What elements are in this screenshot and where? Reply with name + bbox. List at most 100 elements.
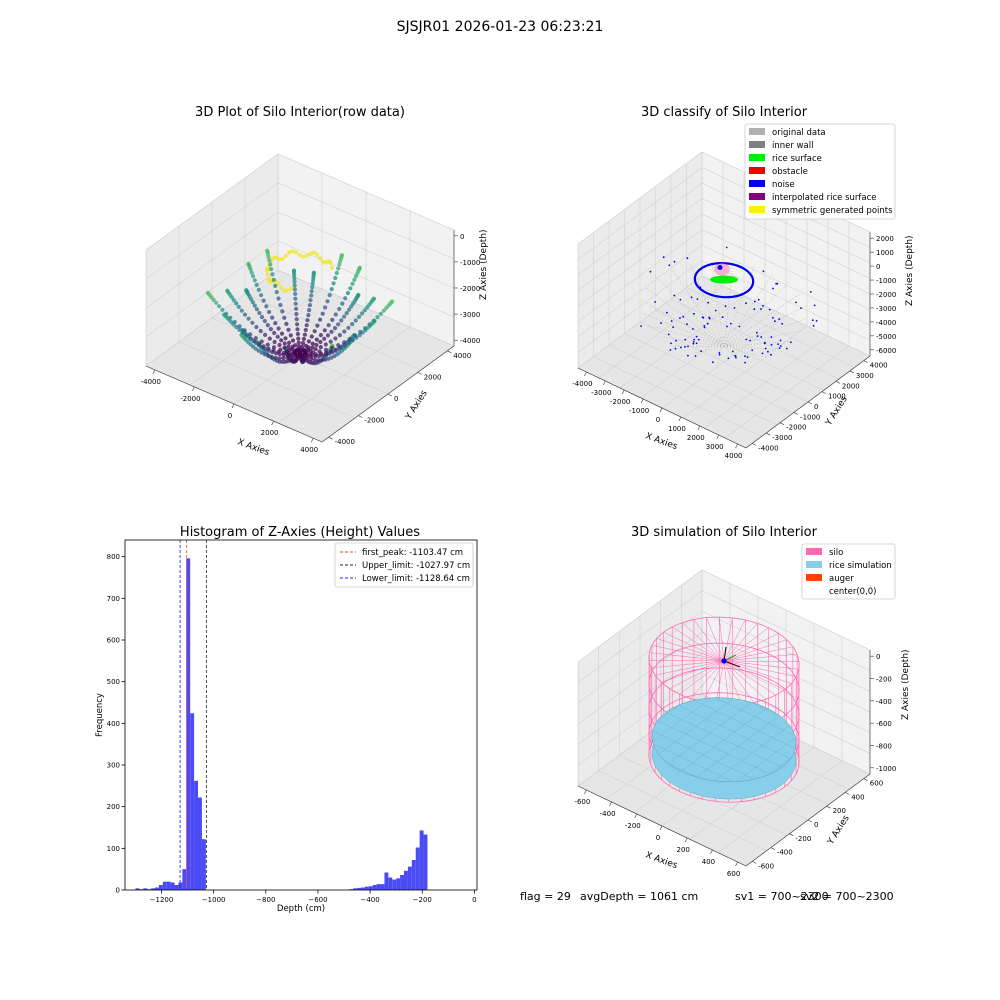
raw-point <box>371 318 376 323</box>
y-tick-label: -400 <box>777 849 793 857</box>
raw-point <box>250 320 255 325</box>
raw-point <box>336 266 341 271</box>
noise-point <box>721 316 724 319</box>
noise-point <box>781 322 784 325</box>
histogram-bar <box>186 558 191 890</box>
raw-point <box>234 301 239 306</box>
silo-roof-wire <box>661 660 725 683</box>
histogram-frame <box>124 539 478 891</box>
z-tick-label: -2000 <box>876 291 896 299</box>
raw-point <box>273 355 278 360</box>
x-tick <box>609 801 612 807</box>
noise-point <box>672 326 674 329</box>
silo-roof-wire <box>723 660 797 677</box>
raw-point <box>333 275 338 281</box>
y-tick-label: -4000 <box>335 438 355 446</box>
x-tick-label: 200 <box>677 846 690 854</box>
noise-point <box>785 347 788 350</box>
rice-mesh-line <box>665 711 783 768</box>
noise-point <box>701 316 704 318</box>
raw-point <box>328 261 333 266</box>
silo-roof-wire <box>723 646 793 662</box>
raw-point <box>353 333 358 338</box>
panel2-xlabel: X Axies <box>644 431 679 452</box>
x-tick-label: -3000 <box>591 389 611 397</box>
raw-point <box>313 347 318 352</box>
raw-point <box>239 308 244 313</box>
x-tick-label: -1000 <box>629 407 649 415</box>
raw-point <box>286 327 291 332</box>
raw-point <box>323 357 328 362</box>
raw-point <box>357 333 362 338</box>
raw-point <box>256 341 262 347</box>
histogram-bar <box>372 885 377 890</box>
footer-sv1: sv1 = 700~2300 <box>735 890 829 903</box>
z-tick-label: 2000 <box>876 235 894 243</box>
noise-point <box>695 342 698 345</box>
raw-point <box>346 325 351 330</box>
y-tick <box>863 360 868 363</box>
raw-point <box>342 329 347 334</box>
y-tick <box>807 401 813 405</box>
noise-point <box>687 345 689 348</box>
noise-point <box>778 347 781 349</box>
x-tick-label: 0 <box>656 834 660 842</box>
raw-point <box>282 341 287 346</box>
raw-point <box>310 341 315 346</box>
panel2-points <box>640 246 818 364</box>
raw-point <box>340 301 345 306</box>
y-tick <box>770 847 775 850</box>
raw-point <box>276 296 281 301</box>
raw-point <box>265 272 270 277</box>
noise-point <box>654 301 656 303</box>
y-tick-label: 700 <box>107 595 120 603</box>
original-data-ray <box>723 293 801 347</box>
raw-point <box>283 253 288 259</box>
raw-point <box>308 298 313 303</box>
raw-point <box>270 315 275 320</box>
noise-point <box>670 320 673 322</box>
noise-point <box>686 257 689 260</box>
noise-point <box>774 320 776 323</box>
y-tick-label: 2000 <box>424 373 442 381</box>
raw-point <box>343 296 348 301</box>
raw-point <box>357 265 362 270</box>
raw-point <box>286 344 291 349</box>
legend-label-silo: silo <box>829 548 843 558</box>
noise-point <box>660 322 662 324</box>
x-tick-label: -2000 <box>180 395 200 403</box>
raw-point <box>328 349 334 354</box>
raw-point <box>254 282 259 287</box>
x-tick <box>152 369 156 374</box>
raw-point <box>294 306 299 311</box>
panel2-title: 3D classify of Silo Interior <box>641 105 808 120</box>
y-tick <box>766 432 771 436</box>
silo-roof-wire <box>723 639 787 662</box>
raw-point <box>356 292 361 298</box>
silo-roof-wire <box>723 623 758 662</box>
x-tick-label: -200 <box>625 822 641 830</box>
noise-point <box>673 294 676 297</box>
raw-point <box>304 323 309 328</box>
raw-point <box>303 327 308 333</box>
y-tick-label: 4000 <box>870 362 888 370</box>
y-tick-label: 600 <box>870 780 883 788</box>
raw-point <box>304 253 310 258</box>
raw-point <box>342 314 347 319</box>
raw-point <box>279 338 284 343</box>
raw-point <box>295 322 300 327</box>
histogram-y-ticks: 0 100 200 300 400 500 600 700 800 <box>107 553 125 895</box>
noise-point <box>779 345 782 347</box>
original-data-ray <box>671 268 725 347</box>
raw-point <box>350 281 355 286</box>
histogram-bar <box>198 797 202 890</box>
raw-point <box>294 250 299 255</box>
raw-point <box>242 328 247 333</box>
raw-point <box>267 336 272 341</box>
raw-point <box>327 293 332 298</box>
z-tick-label: 0 <box>460 233 464 241</box>
x-tick <box>735 443 738 449</box>
noise-point <box>693 338 695 341</box>
z-tick-label: -400 <box>876 698 892 706</box>
